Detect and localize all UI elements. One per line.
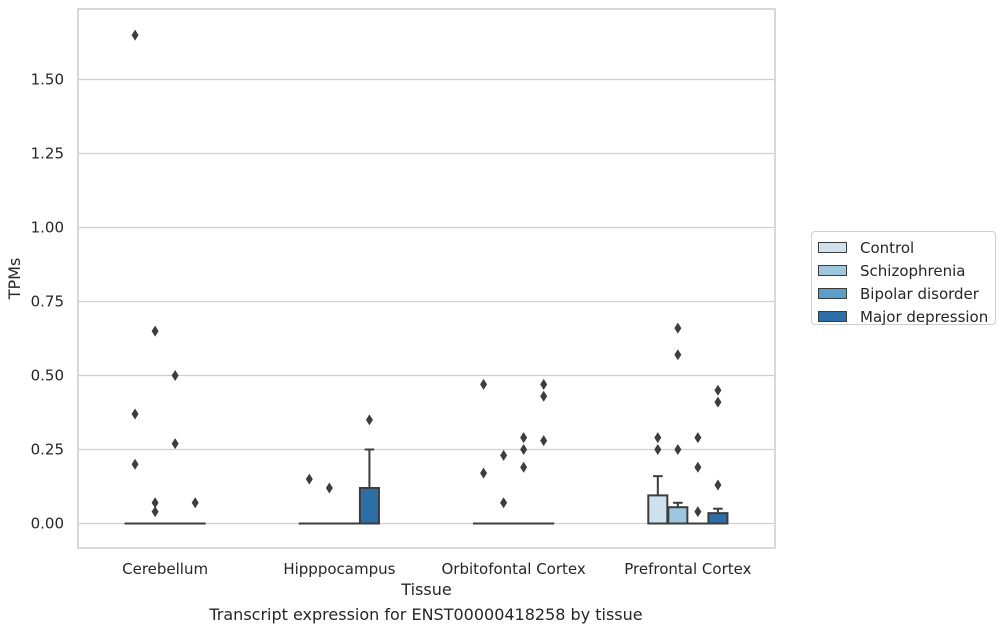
outlier-point [131,408,139,420]
outlier-point [694,461,702,473]
y-tick-label: 0.50 [31,367,64,385]
outlier-point [654,432,662,444]
outlier-point [540,435,548,447]
legend-item: Major depression [818,305,995,328]
legend-label: Control [860,238,915,257]
y-tick-label: 0.75 [31,293,64,311]
outlier-point [131,458,139,470]
gridlines [78,78,775,525]
outlier-point [674,444,682,455]
box [647,494,669,525]
plot-frame [77,8,776,549]
legend-swatch [818,288,847,299]
box [707,512,729,525]
outlier-point [694,432,702,444]
outlier-point [480,378,488,390]
legend-swatch [818,242,847,253]
y-tick-labels: 0.00 0.25 0.50 0.75 1.00 1.25 1.50 [31,71,64,533]
y-axis-label: TPMs [5,258,24,301]
y-tick-label: 0.00 [31,515,64,533]
legend-swatch [818,265,847,276]
legend-item: Bipolar disorder [818,282,995,305]
outlier-point [131,29,139,41]
x-tick-label: Prefrontal Cortex [624,560,751,578]
chart-caption: Transcript expression for ENST0000041825… [209,605,643,624]
outlier-point [151,506,159,518]
x-tick-labels: Cerebellum Hipppocampus Orbitofontal Corte… [122,560,751,578]
outlier-point [654,444,662,455]
outlier-point [540,390,548,402]
legend-label: Schizophrenia [860,261,966,280]
legend-swatch [818,311,847,322]
outlier-point [365,414,373,426]
outlier-point [674,349,682,361]
outlier-point [500,497,508,509]
legend-label: Bipolar disorder [860,284,979,303]
y-tick-label: 1.00 [31,219,64,237]
outlier-point [714,396,722,408]
x-tick-label: Cerebellum [122,560,208,578]
legend-item: Control [818,236,995,259]
outlier-point [520,444,528,455]
outlier-point [540,378,548,390]
outlier-point [674,322,682,334]
x-tick-label: Hipppocampus [283,560,395,578]
outlier-point [151,497,159,509]
x-tick-label: Orbitofontal Cortex [442,560,586,578]
box-series [124,29,729,525]
outlier-point [305,473,313,485]
y-tick-label: 1.50 [31,71,64,89]
box [667,506,689,525]
outlier-point [500,449,508,461]
y-tick-label: 0.25 [31,441,64,459]
outlier-point [520,461,528,473]
outlier-point [171,438,179,450]
outlier-point [325,482,333,494]
legend-label: Major depression [860,307,989,326]
outlier-point [191,497,199,509]
outlier-point [520,432,528,444]
outlier-point [714,384,722,396]
legend-item: Schizophrenia [818,259,995,282]
legend: Control Schizophrenia Bipolar disorder Majo… [811,231,996,328]
outlier-point [171,370,179,381]
outlier-point [480,467,488,479]
outlier-point [694,506,702,518]
outlier-point [714,479,722,491]
x-axis-label: Tissue [400,580,451,599]
y-tick-label: 1.25 [31,145,64,163]
outlier-point [151,325,159,337]
box [358,486,380,525]
